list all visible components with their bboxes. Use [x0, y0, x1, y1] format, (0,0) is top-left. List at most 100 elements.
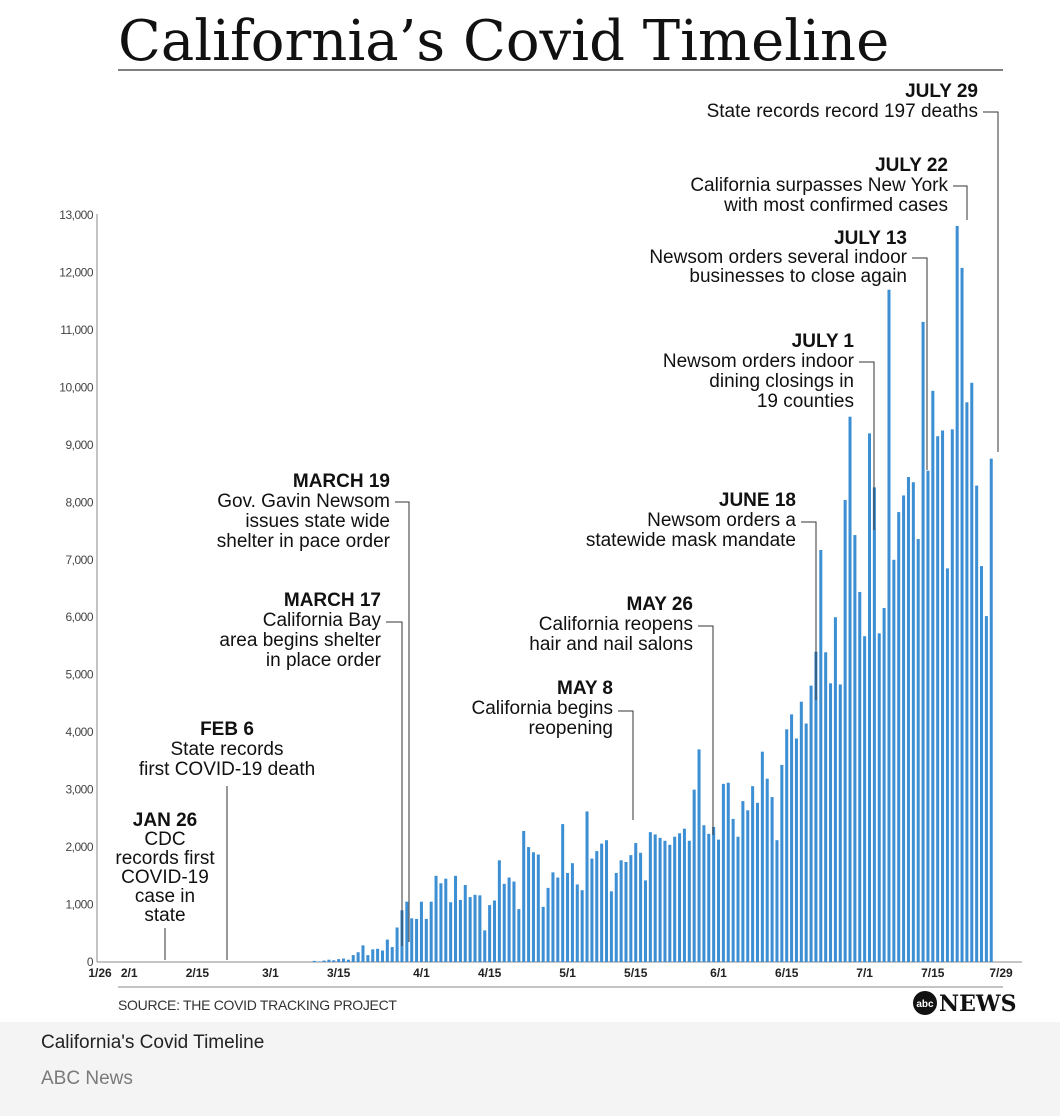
annotation-date: JUNE 18 [719, 490, 796, 511]
bar [483, 930, 487, 962]
bar [561, 824, 565, 962]
bar [653, 834, 657, 962]
annotation-text: California Bay [263, 610, 382, 631]
bar [897, 512, 901, 962]
y-tick-label: 10,000 [59, 380, 94, 394]
bar [634, 843, 638, 962]
bar [492, 900, 496, 962]
x-tick-label: 2/15 [186, 966, 210, 980]
annotation-text: Newsom orders indoor [663, 351, 855, 372]
bar [541, 906, 545, 962]
bar [931, 390, 935, 963]
bar-series [312, 225, 993, 963]
bar [911, 482, 915, 962]
bar [989, 458, 993, 962]
annotation-text: businesses to close again [689, 266, 907, 287]
annotation-text: hair and nail salons [529, 634, 693, 655]
annotation-leader [983, 111, 999, 452]
image-caption: California's Covid Timeline [41, 1032, 265, 1053]
y-tick-label: 9,000 [65, 438, 93, 452]
bar [322, 960, 326, 962]
x-tick-label: 4/1 [413, 966, 430, 980]
bar [629, 855, 633, 962]
annotation-date: JULY 29 [905, 81, 978, 102]
annotation-leader [386, 621, 403, 946]
bar [648, 832, 652, 962]
bar [902, 495, 906, 962]
bar [434, 875, 438, 962]
x-tick-label: 3/15 [327, 966, 351, 980]
bar [687, 840, 691, 962]
source-note: SOURCE: THE COVID TRACKING PROJECT [118, 997, 397, 1013]
annotation-text: case in [135, 886, 195, 907]
bar [517, 909, 521, 962]
annotation-date: MARCH 19 [293, 471, 390, 492]
bar [376, 948, 380, 962]
bar [668, 844, 672, 962]
annotation-text: COVID-19 [121, 867, 209, 888]
bar [395, 927, 399, 962]
bar [444, 878, 448, 962]
bar [531, 852, 535, 962]
bar [717, 839, 721, 962]
y-tick-label: 1,000 [65, 898, 93, 912]
annotation-date: JULY 13 [834, 228, 907, 249]
bar [702, 825, 706, 962]
bar [454, 875, 458, 962]
bar [380, 950, 384, 962]
bar [361, 945, 365, 962]
annotation-date: MARCH 17 [284, 590, 381, 611]
bar [405, 901, 409, 962]
bar [419, 901, 423, 962]
annotation-date: MAY 8 [557, 678, 613, 699]
bar [804, 723, 808, 962]
svg-text:NEWS: NEWS [939, 991, 1016, 1017]
bar [726, 782, 730, 962]
y-tick-label: 0 [87, 955, 94, 969]
bar [536, 854, 540, 962]
bar [843, 500, 847, 962]
bar [590, 858, 594, 962]
annotation-date: JULY 22 [875, 155, 948, 176]
annotation-leader [859, 361, 875, 530]
abc-news-logo: abc NEWS [913, 991, 1016, 1017]
bar [731, 818, 735, 962]
bar [736, 836, 740, 962]
bar [507, 877, 511, 962]
annotation-text: first COVID-19 death [139, 759, 315, 780]
bar [595, 851, 599, 962]
bar [970, 382, 974, 962]
bar [678, 833, 682, 962]
bar [463, 885, 467, 962]
x-tick-label: 7/29 [989, 966, 1013, 980]
bar [858, 591, 862, 962]
image-credit: ABC News [41, 1068, 133, 1089]
annotation-text: reopening [528, 718, 613, 739]
bar [799, 701, 803, 962]
bar [887, 289, 891, 962]
bar [673, 836, 677, 962]
bar [468, 897, 472, 962]
bar [556, 877, 560, 962]
bar [371, 949, 375, 962]
bar [833, 617, 837, 962]
bar [916, 539, 920, 962]
bar [619, 860, 623, 962]
bar [546, 887, 550, 962]
annotation-text: issues state wide [245, 511, 390, 532]
chart-figure: California’s Covid Timeline 0 1,000 2,000 3… [0, 0, 1060, 1022]
bar [712, 826, 716, 962]
y-tick-label: 12,000 [59, 265, 94, 279]
bar [872, 487, 876, 962]
bar [337, 959, 341, 962]
bar [658, 837, 662, 962]
bar [356, 952, 360, 962]
bar [770, 797, 774, 962]
